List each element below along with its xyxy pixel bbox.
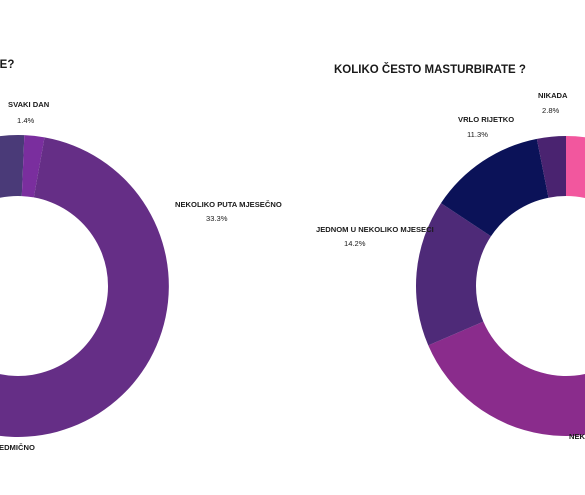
- left-chart-slices: [0, 135, 169, 437]
- right-label-jednom-u-nekoliko-mjeseci: JEDNOM U NEKOLIKO MJESECI: [316, 225, 434, 234]
- left-donut-slice-1: [0, 135, 25, 198]
- right-pct-vrlo-rijetko: 11.3%: [467, 130, 488, 139]
- right-label-vrlo-rijetko: VRLO RIJETKO: [458, 115, 514, 124]
- right-donut-slice-4: [440, 138, 549, 237]
- left-label-nekoliko-puta-mjesecno: NEKOLIKO PUTA MJESEČNO: [175, 200, 282, 209]
- right-chart-slices: [416, 136, 585, 436]
- right-pct-jednom-u-nekoliko-mjeseci: 14.2%: [344, 239, 366, 248]
- right-pct-nikada: 2.8%: [542, 106, 560, 115]
- right-chart-title: KOLIKO ČESTO MASTURBIRATE ?: [334, 63, 526, 76]
- left-chart: SE? SVAKI DAN 1.4% NEKOLIKO PUTA MJESEČN…: [0, 59, 282, 452]
- left-label-edmicno: EDMIČNO: [0, 443, 35, 452]
- left-pct-nekoliko-puta-mjesecno: 33.3%: [206, 214, 228, 223]
- left-donut-slice-2: [21, 135, 45, 198]
- right-donut-slice-5: [536, 136, 566, 198]
- right-chart: KOLIKO ČESTO MASTURBIRATE ? NIKADA 2.8% …: [316, 63, 585, 441]
- right-donut-slice-1: [566, 136, 585, 199]
- left-donut-slice-3: [0, 137, 169, 437]
- right-label-neko: NEKO: [569, 432, 585, 441]
- left-label-svaki-dan: SVAKI DAN: [8, 100, 49, 109]
- left-chart-title: SE?: [0, 59, 14, 71]
- right-donut-slice-3: [416, 203, 491, 346]
- right-donut-slice-2: [428, 321, 585, 436]
- right-label-nikada: NIKADA: [538, 91, 568, 100]
- left-pct-svaki-dan: 1.4%: [17, 116, 35, 125]
